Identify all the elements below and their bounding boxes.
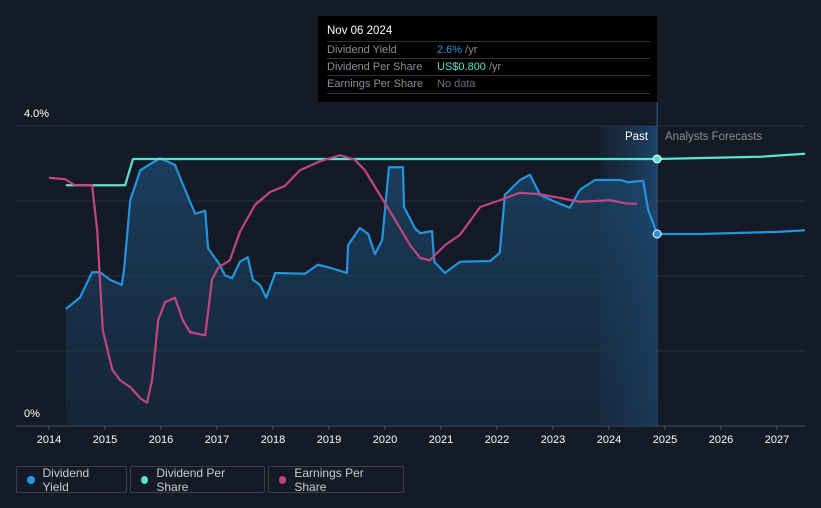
legend-dividend-per-share[interactable]: Dividend Per Share (130, 465, 265, 494)
legend-dot-icon (27, 475, 35, 484)
forecast-label: Analysts Forecasts (665, 131, 763, 143)
dividend-per-share-line (65, 152, 806, 187)
legend-label: Dividend Yield (42, 465, 90, 494)
tooltip-row-dividend-per-share: Dividend Per Share US$0.800 /yr (327, 58, 650, 76)
x-tick-label: 2017 (205, 434, 229, 446)
dividend-yield-marker (652, 229, 662, 239)
tooltip-value-wrap: 2.6% /yr (437, 42, 477, 59)
tooltip-unit: /yr (462, 44, 478, 56)
legend-dot-icon (279, 475, 287, 484)
legend-label: Earnings Per Share (294, 465, 364, 494)
past-label: Past (625, 131, 649, 143)
tooltip-value-wrap: US$0.800 /yr (437, 59, 501, 76)
tooltip-unit: /yr (485, 61, 502, 73)
x-tick-label: 2021 (429, 434, 453, 446)
y-tick-top: 4.0% (24, 108, 50, 120)
tooltip-date: Nov 06 2024 (327, 25, 393, 37)
tooltip-value: 2.6% (437, 44, 463, 56)
tooltip: Nov 06 2024 Dividend Yield 2.6% /yr Divi… (318, 16, 657, 102)
y-tick-bottom: 0% (24, 408, 40, 420)
tooltip-label: Earnings Per Share (327, 78, 423, 90)
legend-dot-icon (141, 475, 149, 484)
legend-label: Dividend Per Share (156, 465, 226, 494)
x-tick-label: 2023 (541, 434, 565, 446)
x-tick-label: 2022 (485, 434, 509, 446)
earnings-per-share-line (48, 154, 638, 404)
tooltip-label: Dividend Per Share (327, 61, 423, 73)
tooltip-label: Dividend Yield (327, 44, 397, 56)
tooltip-row-earnings-per-share: Earnings Per Share No data (327, 75, 650, 94)
x-tick-label: 2026 (709, 434, 733, 446)
dividend-per-share-marker (652, 154, 662, 164)
legend-earnings-per-share[interactable]: Earnings Per Share (268, 465, 404, 494)
dividend-yield-area (65, 158, 658, 426)
x-tick-label: 2020 (373, 434, 397, 446)
x-tick-label: 2019 (317, 434, 341, 446)
tooltip-value: US$0.800 (437, 61, 486, 73)
dividend-yield-line (65, 157, 806, 310)
tooltip-row-dividend-yield: Dividend Yield 2.6% /yr (327, 41, 650, 59)
legend-dividend-yield[interactable]: Dividend Yield (16, 465, 127, 494)
x-tick-label: 2027 (765, 434, 789, 446)
x-tick-label: 2015 (93, 434, 117, 446)
x-tick-label: 2014 (37, 434, 61, 446)
x-tick-label: 2018 (261, 434, 285, 446)
x-tick-label: 2024 (597, 434, 621, 446)
x-tick-label: 2025 (653, 434, 677, 446)
x-tick-label: 2016 (149, 434, 173, 446)
tooltip-value: No data (437, 78, 476, 90)
